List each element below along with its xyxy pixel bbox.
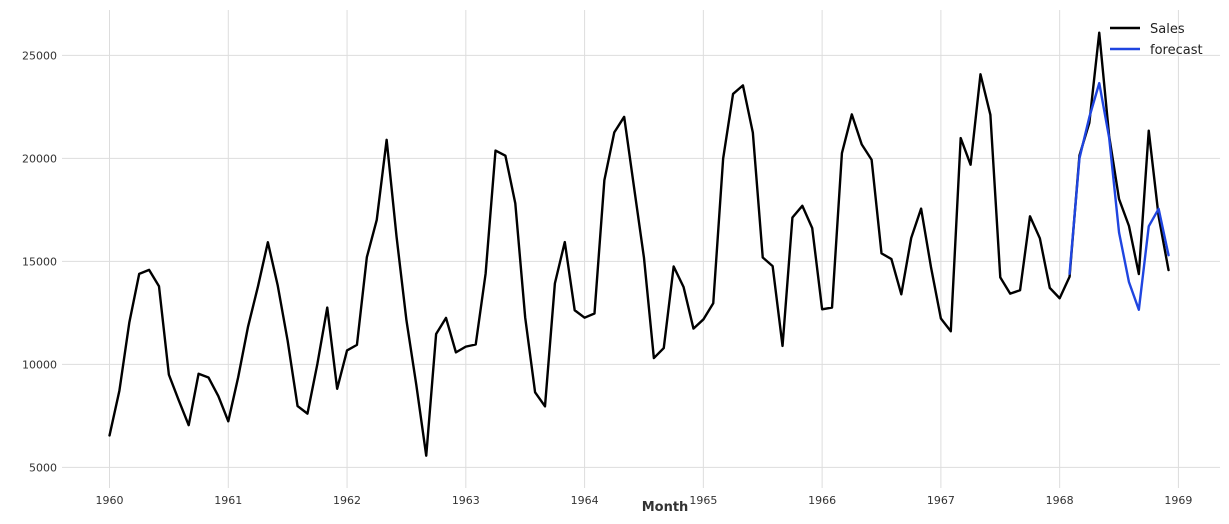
x-tick-labels: 1960 1961 1962 1963 1964 1965 1966 1967 1968 1969 [96, 494, 1193, 507]
y-tick-label: 5000 [29, 461, 57, 474]
x-tick-label: 1964 [571, 494, 599, 507]
y-tick-label: 25000 [22, 49, 57, 62]
x-tick-label: 1967 [927, 494, 955, 507]
x-axis-title: Month [642, 500, 689, 515]
x-tick-label: 1961 [214, 494, 242, 507]
x-tick-label: 1960 [96, 494, 124, 507]
grid-x [109, 10, 1179, 488]
series-line-forecast [1068, 81, 1170, 311]
x-tick-label: 1962 [333, 494, 361, 507]
series-line-sales [108, 31, 1170, 457]
x-tick-label: 1965 [689, 494, 717, 507]
legend-label: forecast [1150, 43, 1203, 58]
series-layer [108, 31, 1170, 457]
y-tick-label: 20000 [22, 152, 57, 165]
x-tick-label: 1963 [452, 494, 480, 507]
y-tick-label: 10000 [22, 358, 57, 371]
y-tick-labels: 5000 10000 15000 20000 25000 [22, 49, 57, 474]
x-tick-label: 1969 [1164, 494, 1192, 507]
x-tick-label: 1968 [1046, 494, 1074, 507]
legend-label: Sales [1150, 22, 1185, 37]
grid-y [62, 54, 1220, 468]
x-tick-label: 1966 [808, 494, 836, 507]
y-tick-label: 15000 [22, 255, 57, 268]
legend: Sales forecast [1110, 22, 1203, 58]
